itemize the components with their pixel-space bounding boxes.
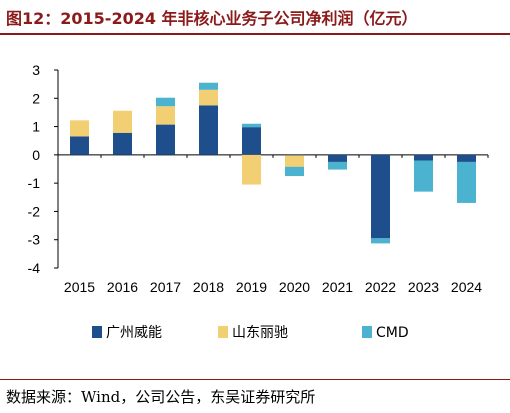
x-tick-labels: 2015 2016 2017 2018 2019 2020 2021 2022 2023 2024: [64, 279, 482, 295]
bar-2017-series-1: [156, 124, 175, 155]
y-tick-label: -4: [28, 260, 41, 276]
x-tick-label: 2016: [107, 279, 138, 295]
legend-label: 山东丽驰: [232, 325, 288, 341]
bar-2019-series-1: [242, 127, 261, 155]
bar-2022-series-3: [371, 238, 390, 244]
y-tick-label: 0: [32, 147, 40, 163]
legend-label: CMD: [376, 325, 409, 341]
bar-2019-series-2: [242, 154, 261, 185]
x-tick-label: 2024: [451, 279, 482, 295]
x-tick-label: 2022: [365, 279, 396, 295]
x-tick-label: 2018: [193, 279, 224, 295]
bar-2016-series-2: [113, 110, 132, 133]
legend-swatch: [362, 326, 372, 338]
bar-2020-series-2: [285, 155, 304, 167]
y-tick-label: 3: [32, 62, 40, 78]
source-note: 数据来源：Wind，公司公告，东吴证券研究所: [6, 388, 316, 406]
y-tick-label: -3: [28, 232, 41, 248]
y-tick-label: -2: [28, 203, 41, 219]
y-tick-label: 2: [32, 90, 40, 106]
bar-2021-series-3: [328, 161, 347, 170]
bar-2024-series-1: [457, 154, 476, 162]
chart-bars: [70, 82, 476, 244]
bar-2022-series-1: [371, 154, 390, 239]
bar-chart: 3 2 1 0 -1 -2 -3 -4 2015 2016 2017 2018 2019 2020 202…: [28, 62, 489, 341]
bar-2019-series-3: [242, 123, 261, 128]
bar-2015-series-1: [70, 136, 89, 155]
title-divider: [0, 33, 510, 35]
y-tick-labels: 3 2 1 0 -1 -2 -3 -4: [28, 62, 41, 276]
bar-2018-series-3: [199, 82, 218, 90]
bar-2018-series-1: [199, 105, 218, 155]
bar-2023-series-1: [414, 154, 433, 161]
chart-legend: 广州威能 山东丽驰 CMD: [92, 325, 409, 341]
bar-2015-series-2: [70, 120, 89, 137]
legend-swatch: [218, 326, 228, 338]
bar-2021-series-1: [328, 154, 347, 162]
bar-2020-series-1: [285, 154, 304, 156]
source-divider: [0, 379, 510, 380]
legend-swatch: [92, 326, 102, 338]
chart-title: 图12：2015-2024 年非核心业务子公司净利润（亿元）: [6, 9, 418, 28]
x-tick-label: 2019: [236, 279, 267, 295]
bar-2018-series-2: [199, 89, 218, 106]
x-tick-label: 2021: [322, 279, 353, 295]
bar-2017-series-2: [156, 106, 175, 125]
bar-2023-series-3: [414, 160, 433, 192]
x-tick-label: 2017: [150, 279, 181, 295]
bar-2020-series-3: [285, 166, 304, 177]
y-tick-label: -1: [28, 175, 41, 191]
y-tick-label: 1: [32, 119, 40, 135]
x-tick-label: 2023: [408, 279, 439, 295]
bar-2017-series-3: [156, 97, 175, 107]
bar-2016-series-1: [113, 132, 132, 155]
bar-2024-series-3: [457, 161, 476, 203]
legend-label: 广州威能: [106, 325, 162, 341]
x-tick-label: 2015: [64, 279, 95, 295]
x-tick-label: 2020: [279, 279, 310, 295]
